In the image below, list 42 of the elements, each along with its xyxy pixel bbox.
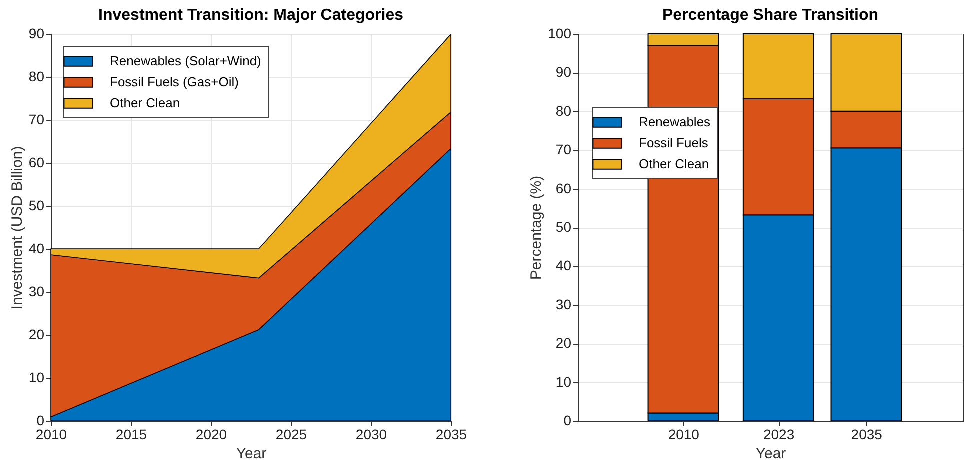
x-axis-title: Year [236, 446, 267, 462]
y-tick-label: 10 [556, 374, 572, 390]
chart-title: Investment Transition: Major Categories [98, 7, 404, 24]
x-tick-label: 2020 [196, 426, 228, 442]
legend-label: Other Clean [110, 96, 180, 110]
legend-label: Fossil Fuels [639, 136, 709, 150]
legend-label: Other Clean [639, 156, 710, 172]
chart-title: Percentage Share Transition [662, 7, 879, 24]
x-tick-label: 2030 [356, 426, 388, 442]
y-tick-label: 0 [564, 412, 572, 428]
y-tick-label: 50 [556, 219, 572, 235]
y-tick-label: 50 [28, 198, 45, 214]
x-tick-label: 2035 [436, 426, 468, 442]
x-tick-label: 2023 [763, 426, 795, 442]
x-axis-title: Year [756, 446, 786, 462]
y-tick-label: 40 [556, 258, 572, 274]
legend-label: Fossil Fuels (Gas+Oil) [110, 74, 239, 90]
y-tick-label: 30 [28, 284, 45, 300]
y-tick-label: 20 [556, 335, 572, 352]
x-tick-label: 2010 [668, 426, 700, 442]
y-tick-label: 80 [556, 102, 572, 119]
y-tick-label: 70 [556, 142, 572, 158]
y-tick-label: 100 [548, 26, 572, 42]
y-tick-label: 90 [556, 64, 572, 80]
y-tick-label: 30 [556, 296, 572, 312]
y-tick-label: 0 [36, 412, 45, 428]
y-tick-label: 40 [28, 240, 45, 256]
y-tick-label: 10 [28, 370, 45, 386]
y-axis-title: Percentage (%) [528, 176, 546, 280]
x-tick-label: 2035 [851, 426, 883, 442]
legend-label: Renewables (Solar+Wind) [110, 54, 262, 68]
y-tick-label: 60 [28, 154, 45, 170]
x-tick-label: 2025 [276, 426, 308, 442]
y-tick-label: 80 [28, 68, 45, 84]
x-tick-label: 2010 [36, 426, 68, 442]
y-tick-label: 20 [28, 326, 45, 342]
legend-label: Renewables [639, 114, 712, 130]
y-tick-label: 70 [28, 112, 45, 128]
y-axis-title: Investment (USD Billion) [8, 146, 26, 310]
y-tick-label: 90 [28, 26, 45, 42]
y-tick-label: 60 [556, 180, 572, 196]
x-tick-label: 2015 [116, 426, 148, 442]
